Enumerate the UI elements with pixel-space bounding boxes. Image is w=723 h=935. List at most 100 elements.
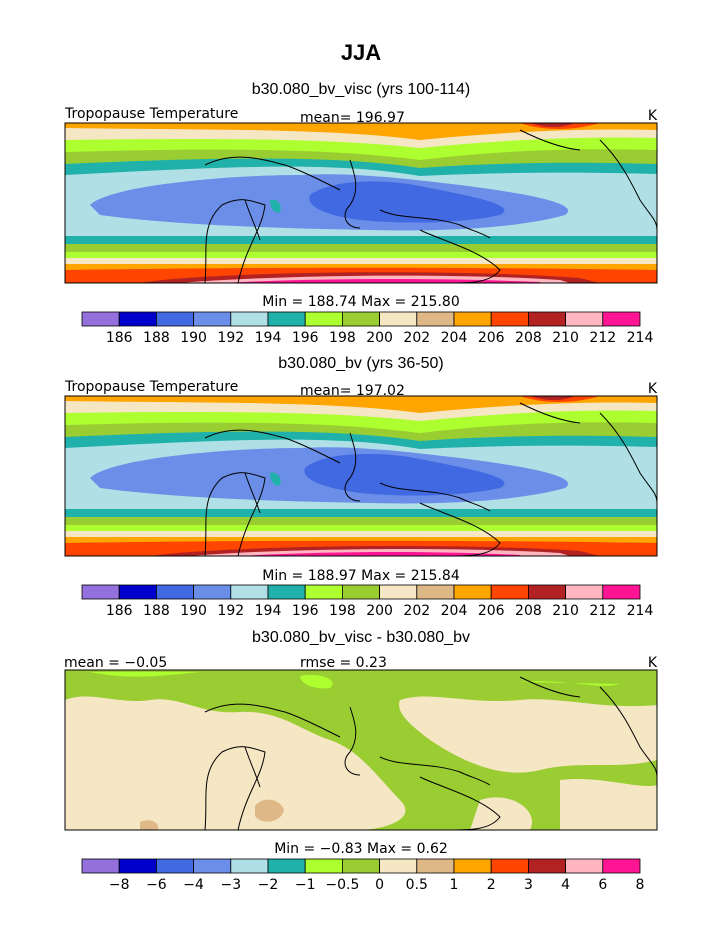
colorbar-tick-label: 198 <box>329 330 356 346</box>
colorbar-tick-label: −4 <box>183 877 204 893</box>
colorbar-swatch <box>341 858 380 874</box>
colorbar-tick-label: 8 <box>636 877 645 893</box>
colorbar-swatch <box>155 311 194 327</box>
colorbar-swatch <box>565 584 604 600</box>
colorbar-tick-label: 212 <box>589 603 616 619</box>
panel-3-frame <box>64 669 658 831</box>
colorbar-swatch <box>528 311 567 327</box>
panel-3-rmse: rmse = 0.23 <box>300 655 387 671</box>
panel-1: b30.080_bv_visc (yrs 100-114) Tropopause… <box>64 81 658 346</box>
colorbar-tick-label: 186 <box>106 603 133 619</box>
colorbar-swatch <box>118 858 157 874</box>
colorbar-tick-label: 194 <box>255 330 282 346</box>
colorbar-tick-label: 1 <box>450 877 459 893</box>
colorbar-tick-label: 202 <box>403 330 430 346</box>
colorbar-swatch <box>565 311 604 327</box>
panel-1-colorbar: 186 188 190 192 194 196 198 200 202 204 206 208 210 2… <box>81 311 654 346</box>
colorbar-swatch <box>81 311 120 327</box>
colorbar-tick-label: 186 <box>106 330 133 346</box>
panel-2-minmax: Min = 188.97 Max = 215.84 <box>262 568 460 584</box>
colorbar-swatch <box>304 584 343 600</box>
colorbar-swatch <box>193 858 232 874</box>
main-title: JJA <box>341 40 381 65</box>
colorbar-swatch <box>602 858 641 874</box>
colorbar-swatch <box>230 311 269 327</box>
colorbar-swatch <box>81 858 120 874</box>
colorbar-swatch <box>416 858 455 874</box>
panel-3-title: b30.080_bv_visc - b30.080_bv <box>252 629 470 646</box>
panel-1-map <box>65 123 657 283</box>
colorbar-swatch <box>416 584 455 600</box>
colorbar-swatch <box>453 584 492 600</box>
colorbar-tick-label: 208 <box>515 603 542 619</box>
panel-1-mean: mean= 196.97 <box>300 110 405 126</box>
colorbar-tick-label: 0.5 <box>406 877 428 893</box>
colorbar-tick-label: −1 <box>295 877 316 893</box>
colorbar-swatch <box>379 584 418 600</box>
panel-3-minmax: Min = −0.83 Max = 0.62 <box>274 841 448 857</box>
colorbar-swatch <box>230 858 269 874</box>
colorbar-swatch <box>602 311 641 327</box>
panel-1-frame <box>64 122 658 284</box>
colorbar-swatch <box>193 584 232 600</box>
colorbar-tick-label: 188 <box>143 603 170 619</box>
colorbar-swatch <box>490 311 529 327</box>
colorbar-tick-label: 192 <box>217 603 244 619</box>
colorbar-tick-label: −0.5 <box>325 877 359 893</box>
colorbar-tick-label: 214 <box>627 603 654 619</box>
colorbar-swatch <box>267 311 306 327</box>
colorbar-tick-label: 196 <box>292 330 319 346</box>
colorbar-swatch <box>155 584 194 600</box>
colorbar-tick-label: 196 <box>292 603 319 619</box>
colorbar-tick-label: 190 <box>180 603 207 619</box>
panel-1-minmax: Min = 188.74 Max = 215.80 <box>262 294 459 310</box>
colorbar-swatch <box>267 584 306 600</box>
panel-3-colorbar: −8 −6 −4 −3 −2 −1 −0.5 0 0.5 1 2 3 4 6 8 <box>81 858 645 893</box>
colorbar-swatch <box>118 311 157 327</box>
colorbar-swatch <box>379 311 418 327</box>
colorbar-tick-label: 188 <box>143 330 170 346</box>
colorbar-tick-label: 202 <box>403 603 430 619</box>
panel-1-title: b30.080_bv_visc (yrs 100-114) <box>252 81 471 98</box>
colorbar-tick-label: 190 <box>180 330 207 346</box>
colorbar-swatch <box>416 311 455 327</box>
colorbar-tick-label: 200 <box>366 330 393 346</box>
colorbar-swatch <box>230 584 269 600</box>
colorbar-swatch <box>490 584 529 600</box>
colorbar-swatch <box>81 584 120 600</box>
panel-2: b30.080_bv (yrs 36-50) Tropopause Temper… <box>64 355 658 619</box>
panel-2-unit: K <box>648 381 658 397</box>
panel-2-map <box>65 396 657 556</box>
colorbar-tick-label: 6 <box>598 877 607 893</box>
colorbar-tick-label: 192 <box>217 330 244 346</box>
colorbar-swatch <box>528 584 567 600</box>
colorbar-tick-label: 204 <box>441 330 468 346</box>
colorbar-swatch <box>453 858 492 874</box>
panel-1-variable-label: Tropopause Temperature <box>64 106 238 122</box>
colorbar-swatch <box>602 584 641 600</box>
colorbar-tick-label: −6 <box>146 877 167 893</box>
colorbar-tick-label: −8 <box>109 877 130 893</box>
colorbar-tick-label: 214 <box>627 330 654 346</box>
panel-2-frame <box>64 395 658 557</box>
colorbar-swatch <box>565 858 604 874</box>
panel-2-mean: mean= 197.02 <box>300 383 405 399</box>
colorbar-tick-label: 210 <box>552 330 579 346</box>
colorbar-tick-label: 210 <box>552 603 579 619</box>
colorbar-tick-label: 0 <box>375 877 384 893</box>
colorbar-tick-label: 200 <box>366 603 393 619</box>
colorbar-swatch <box>490 858 529 874</box>
colorbar-swatch <box>341 584 380 600</box>
panel-1-unit: K <box>648 108 658 124</box>
colorbar-tick-label: 212 <box>589 330 616 346</box>
colorbar-tick-label: 206 <box>478 603 505 619</box>
colorbar-swatch <box>453 311 492 327</box>
panel-3-map <box>65 670 657 830</box>
panel-2-title: b30.080_bv (yrs 36-50) <box>278 355 443 372</box>
colorbar-swatch <box>341 311 380 327</box>
colorbar-tick-label: 204 <box>441 603 468 619</box>
colorbar-swatch <box>304 858 343 874</box>
colorbar-tick-label: 4 <box>561 877 570 893</box>
colorbar-swatch <box>118 584 157 600</box>
